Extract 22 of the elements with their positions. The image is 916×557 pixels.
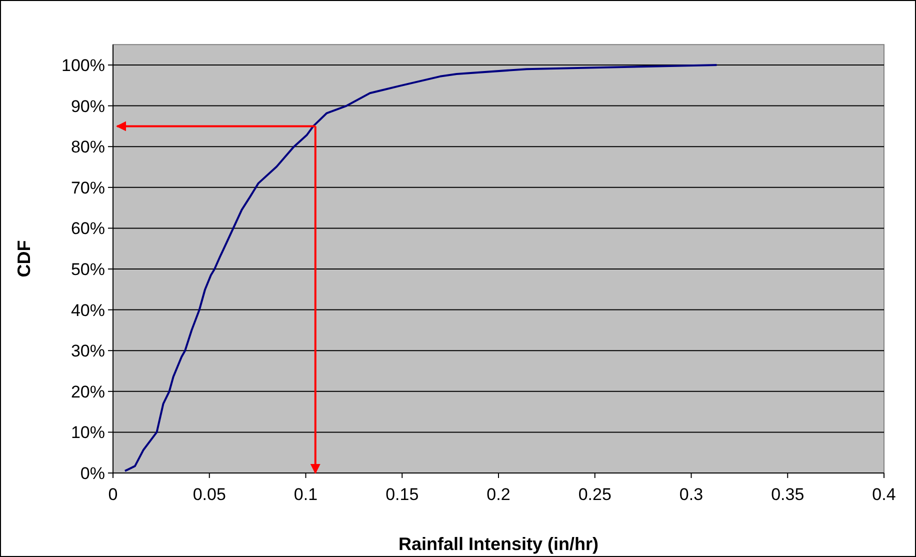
- x-tick-label: 0.35: [771, 485, 804, 504]
- y-tick-label: 50%: [70, 260, 105, 279]
- x-axis-title: Rainfall Intensity (in/hr): [398, 534, 599, 554]
- x-tick-label: 0: [108, 485, 118, 504]
- y-axis-title: CDF: [14, 240, 34, 278]
- y-tick-label: 30%: [70, 342, 105, 361]
- x-tick-label: 0.2: [486, 485, 510, 504]
- x-tick-label: 0.05: [192, 485, 226, 504]
- x-tick-label: 0.15: [386, 485, 419, 504]
- x-tick-label: 0.3: [679, 485, 704, 504]
- y-tick-label: 100%: [62, 56, 105, 75]
- x-tick-label: 0.1: [294, 485, 318, 504]
- y-tick-label: 90%: [70, 96, 105, 116]
- y-tick-label: 10%: [70, 423, 105, 442]
- y-tick-label: 0%: [80, 464, 105, 483]
- x-tick-label: 0.25: [578, 485, 612, 504]
- y-tick-label: 70%: [70, 178, 105, 198]
- y-tick-label: 40%: [70, 300, 105, 320]
- y-tick-label: 20%: [70, 382, 105, 402]
- y-tick-label: 80%: [70, 138, 105, 157]
- x-tick-label: 0.4: [872, 485, 896, 504]
- y-tick-label: 60%: [70, 219, 105, 238]
